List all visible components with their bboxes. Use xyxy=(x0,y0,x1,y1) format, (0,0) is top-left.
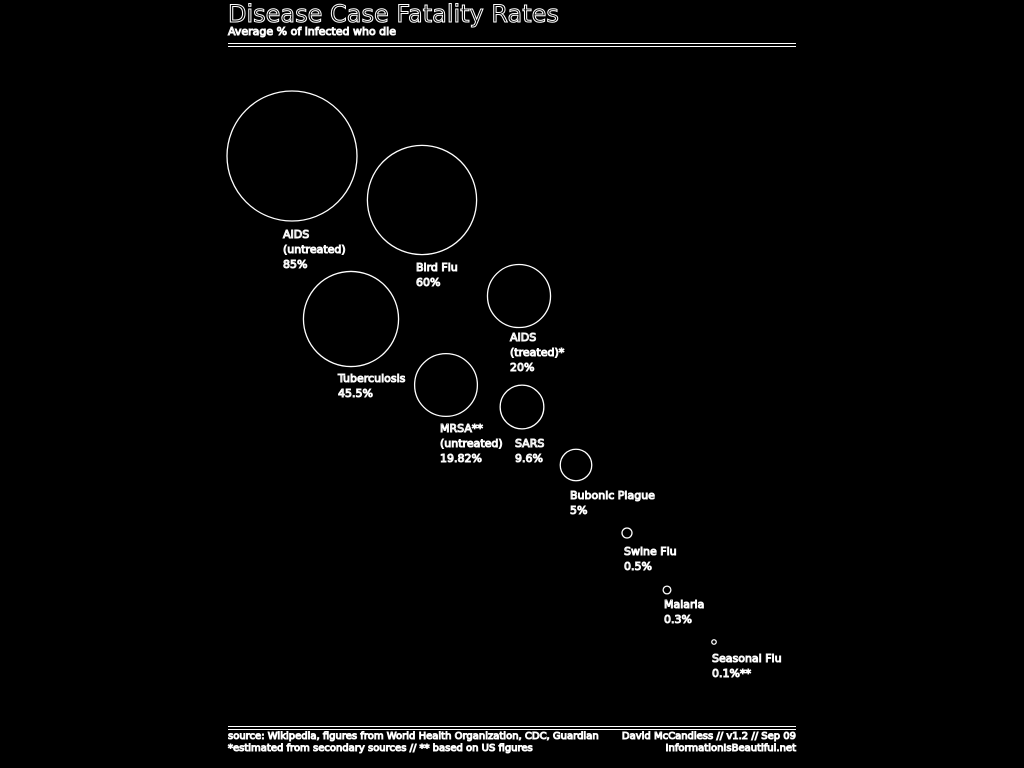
bubble-label-seasonal-flu: Seasonal Flu 0.1%** xyxy=(712,651,783,681)
bubble-label-bird-flu: Bird Flu 60% xyxy=(416,260,459,290)
bubble-sars xyxy=(499,384,545,430)
disease-name: Tuberculosis xyxy=(337,372,406,386)
fatality-rate: 0.3% xyxy=(663,613,692,627)
fatality-rate: 85% xyxy=(283,258,308,272)
fatality-rate: 19.82% xyxy=(440,452,483,466)
website-credit: InformationIsBeautiful.net xyxy=(665,743,796,755)
bubble-aids-untreated xyxy=(226,90,358,222)
bubble-bubonic-plague xyxy=(559,448,593,482)
fatality-rate: 5% xyxy=(570,504,588,518)
bubble-seasonal-flu xyxy=(711,639,717,645)
disease-name: Bubonic Plague xyxy=(570,489,656,503)
header-rule-bottom xyxy=(228,46,796,47)
bubble-label-aids-untreated: AIDS (untreated) 85% xyxy=(283,227,347,272)
disease-name: MRSA** xyxy=(440,422,484,436)
disease-name: AIDS xyxy=(509,331,537,345)
bubble-label-bubonic-plague: Bubonic Plague 5% xyxy=(570,488,656,518)
bubble-tuberculosis xyxy=(302,270,400,368)
fatality-rate: 0.1%** xyxy=(712,667,752,681)
source-note: source: Wikipedia, figures from World He… xyxy=(228,731,600,743)
bubble-mrsa-untreated xyxy=(413,352,479,418)
bubble-label-aids-treated: AIDS (treated)* 20% xyxy=(509,330,565,375)
disease-name: Swine Flu xyxy=(624,545,678,559)
bubble-bird-flu xyxy=(366,144,478,256)
disease-name: AIDS xyxy=(283,228,310,242)
bubble-label-tuberculosis: Tuberculosis 45.5% xyxy=(337,371,406,401)
footer-rule-top xyxy=(228,726,796,727)
disease-name: (untreated) xyxy=(440,437,504,451)
footer-rule-bottom xyxy=(228,729,796,730)
disease-name: (untreated) xyxy=(283,243,347,257)
bubble-label-mrsa-untreated: MRSA** (untreated) 19.82% xyxy=(440,421,504,466)
fatality-rate: 20% xyxy=(509,361,535,375)
fatality-rate: 9.6% xyxy=(514,452,543,466)
chart-title: Disease Case Fatality Rates xyxy=(228,0,560,29)
disease-name: Seasonal Flu xyxy=(712,652,783,666)
fatality-rate: 0.5% xyxy=(624,560,653,574)
fatality-rate: 60% xyxy=(416,276,441,290)
author-credit: David McCandless // v1.2 // Sep 09 xyxy=(621,731,796,743)
bubble-malaria xyxy=(662,585,672,595)
bubble-label-swine-flu: Swine Flu 0.5% xyxy=(624,544,678,574)
disease-name: Malaria xyxy=(663,598,705,612)
disease-name: SARS xyxy=(514,437,545,451)
fatality-rate: 45.5% xyxy=(337,387,373,401)
chart-subtitle: Average % of infected who die xyxy=(228,25,397,38)
disease-name: (treated)* xyxy=(509,346,565,360)
bubble-aids-treated xyxy=(486,263,552,329)
header-rule-top xyxy=(228,43,796,44)
bubble-label-malaria: Malaria 0.3% xyxy=(663,597,705,627)
bubble-swine-flu xyxy=(621,527,633,539)
bubble-label-sars: SARS 9.6% xyxy=(514,436,545,466)
footnote: *estimated from secondary sources // ** … xyxy=(228,743,534,755)
disease-name: Bird Flu xyxy=(416,261,459,275)
